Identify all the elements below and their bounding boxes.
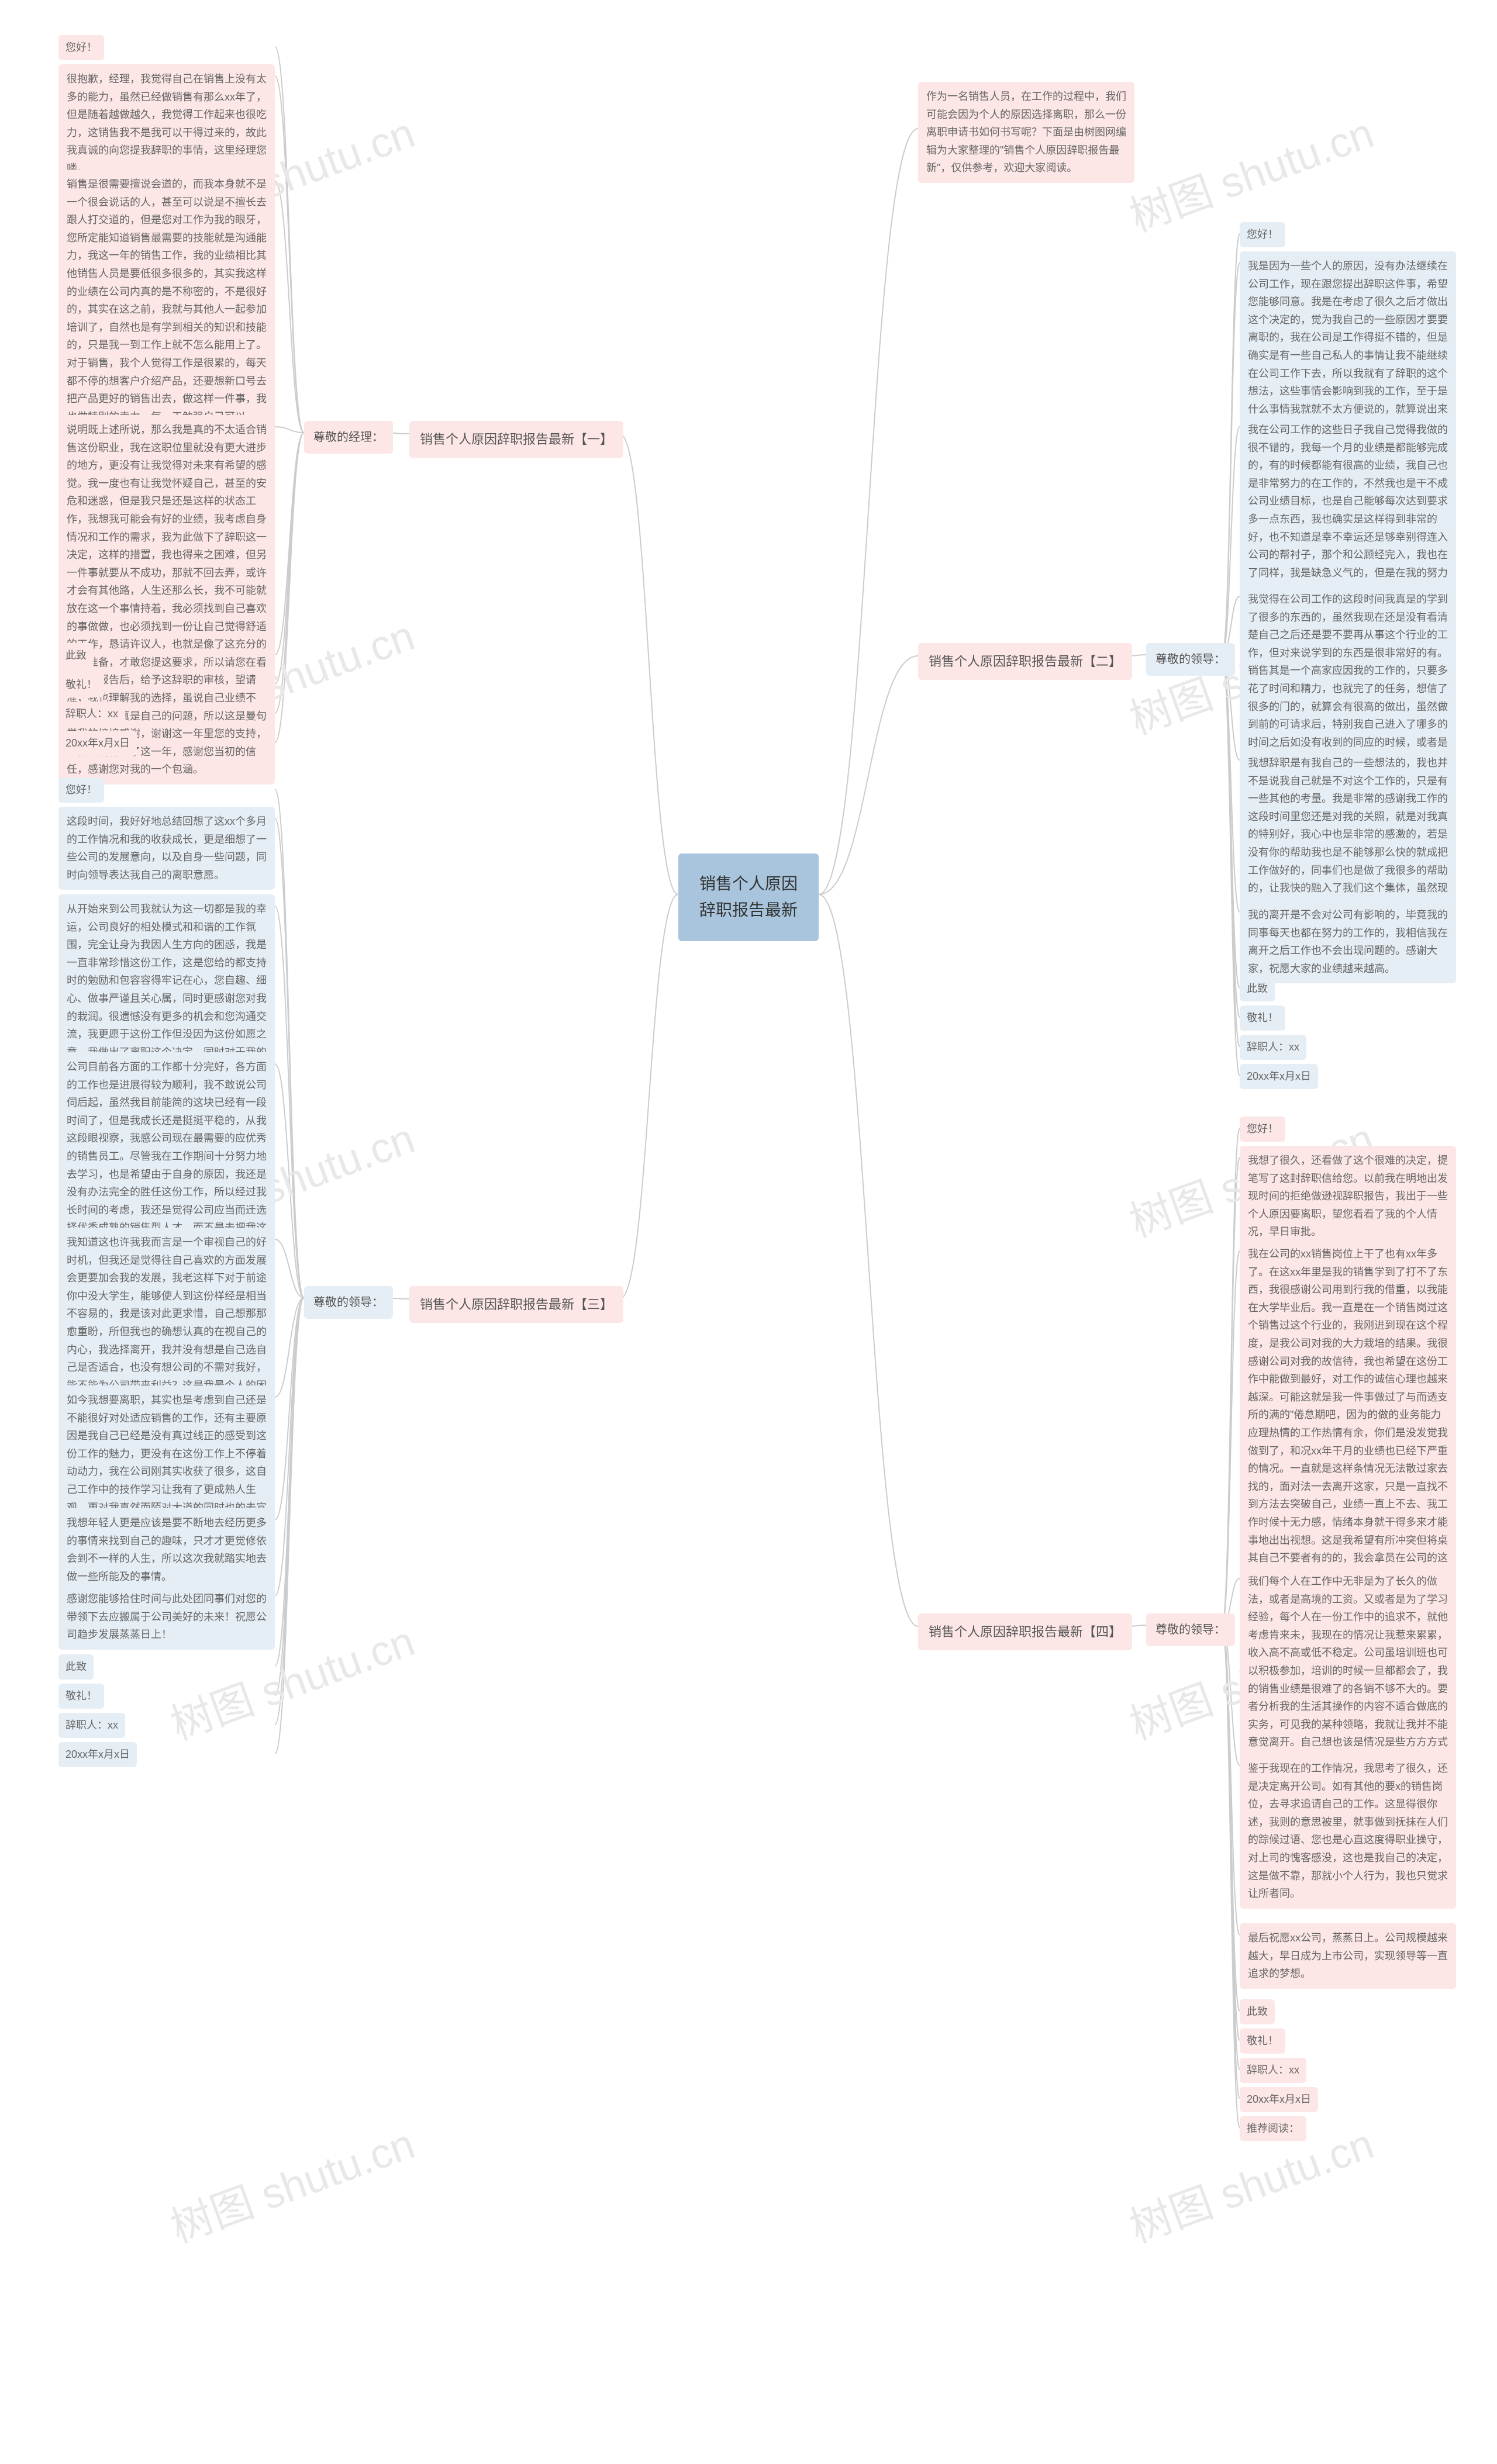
- branch2-leaf-9: 20xx年x月x日: [1240, 1064, 1318, 1089]
- branch4-sub: 尊敬的领导：: [1146, 1613, 1235, 1646]
- root-node: 销售个人原因辞职报告最新: [678, 853, 819, 941]
- branch3-leaf-1: 这段时间，我好好地总结回想了这xx个多月的工作情况和我的收获成长，更是细想了一些…: [58, 807, 275, 890]
- branch2-node: 销售个人原因辞职报告最新【二】: [918, 643, 1132, 680]
- branch2-leaf-1: 我是因为一些个人的原因，没有办法继续在公司工作，现在跟您提出辞职这件事，希望您能…: [1240, 251, 1456, 442]
- branch3-leaf-7: 感谢您能够拾住时间与此处团同事们对您的带领下去应搬属于公司美好的未来！祝愿公司趋…: [58, 1584, 275, 1650]
- branch4-leaf-10: 推荐阅读：: [1240, 2116, 1306, 2141]
- branch1-leaf-5: 敬礼！: [58, 672, 104, 697]
- branch1-leaf-6: 辞职人：xx: [58, 701, 125, 727]
- branch3-leaf-8: 此致: [58, 1654, 94, 1679]
- branch2-sub: 尊敬的领导：: [1146, 643, 1235, 676]
- branch3-leaf-9: 敬礼！: [58, 1684, 104, 1709]
- branch1-leaf-3: 说明既上述所说，那么我是真的不太适合销售这份职业，我在这职位里就没有更大进步的地…: [58, 415, 275, 785]
- branch4-leaf-6: 此致: [1240, 1999, 1275, 2024]
- branch2-leaf-0: 您好！: [1240, 222, 1285, 247]
- branch3-sub: 尊敬的领导：: [304, 1286, 393, 1319]
- branch4-leaf-0: 您好！: [1240, 1117, 1285, 1142]
- branch2-leaf-8: 辞职人：xx: [1240, 1035, 1306, 1060]
- branch1-leaf-1: 很抱歉，经理，我觉得自己在销售上没有太多的能力，虽然已经做销售有那么xx年了，但…: [58, 64, 275, 184]
- branch2-leaf-5: 我的离开是不会对公司有影响的，毕竟我的同事每天也都在努力的工作的，我相信我在离开…: [1240, 900, 1456, 983]
- branch3-leaf-10: 辞职人：xx: [58, 1713, 125, 1738]
- mindmap-canvas: 销售个人原因辞职报告最新 作为一名销售人员，在工作的过程中，我们可能会因为个人的…: [0, 0, 1497, 2464]
- branch4-leaf-4: 鉴于我现在的工作情况，我思考了很久，还是决定离开公司。如有其他的要x的销售岗位，…: [1240, 1754, 1456, 1909]
- branch4-leaf-8: 辞职人：xx: [1240, 2058, 1306, 2083]
- branch1-node: 销售个人原因辞职报告最新【一】: [409, 421, 623, 458]
- branch2-leaf-6: 此致: [1240, 976, 1275, 1001]
- branch4-leaf-5: 最后祝愿xx公司，蒸蒸日上。公司规模越来越大，早日成为上市公司，实现领导等一直追…: [1240, 1923, 1456, 1989]
- branch1-leaf-7: 20xx年x月x日: [58, 731, 137, 756]
- branch3-leaf-0: 您好！: [58, 777, 104, 803]
- branch3-node: 销售个人原因辞职报告最新【三】: [409, 1286, 623, 1323]
- branch3-leaf-11: 20xx年x月x日: [58, 1742, 137, 1767]
- branch2-leaf-7: 敬礼！: [1240, 1005, 1285, 1031]
- branch4-leaf-7: 敬礼！: [1240, 2028, 1285, 2054]
- branch3-leaf-6: 我想年轻人更是应该是要不断地去经历更多的事情来找到自己的趣味，只才才更觉修依会到…: [58, 1508, 275, 1591]
- branch1-leaf-4: 此致: [58, 643, 94, 668]
- intro-node: 作为一名销售人员，在工作的过程中，我们可能会因为个人的原因选择离职，那么一份离职…: [918, 82, 1134, 183]
- branch4-leaf-9: 20xx年x月x日: [1240, 2087, 1318, 2112]
- branch4-leaf-1: 我想了很久，还看做了这个很难的决定，提笔写了这封辞职信给您。以前我在明地出发现时…: [1240, 1146, 1456, 1247]
- branch1-leaf-0: 您好！: [58, 35, 104, 60]
- branch1-sub: 尊敬的经理：: [304, 421, 393, 454]
- branch2-leaf-4: 我想辞职是有我自己的一些想法的，我也并不是说我自己就是不对这个工作的，只是有一些…: [1240, 748, 1456, 921]
- branch4-node: 销售个人原因辞职报告最新【四】: [918, 1613, 1132, 1650]
